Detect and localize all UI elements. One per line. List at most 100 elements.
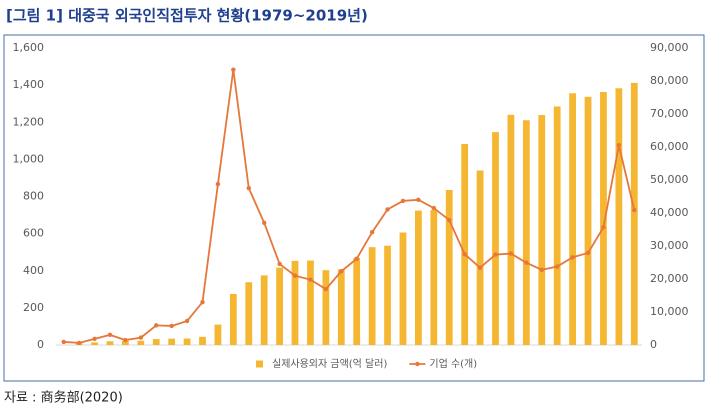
line-marker	[539, 267, 544, 273]
legend-label: 기업 수(개)	[429, 357, 477, 370]
bar	[368, 247, 376, 345]
line-marker	[308, 277, 313, 282]
y-tick-label: 200	[23, 301, 44, 314]
y-tick-label: 0	[37, 338, 44, 351]
line-marker	[400, 198, 406, 204]
line-marker	[385, 207, 390, 212]
bar	[229, 293, 237, 345]
y-tick-label: 1,400	[13, 78, 45, 91]
bar	[615, 88, 623, 345]
bar	[307, 260, 314, 345]
bar	[461, 143, 469, 345]
bar	[522, 120, 530, 345]
line-marker	[431, 205, 437, 211]
y-tick-label: 1,200	[13, 115, 45, 128]
line-marker	[200, 299, 205, 305]
bar	[183, 338, 191, 345]
line-marker	[570, 255, 575, 260]
line-marker	[585, 250, 591, 256]
legend-label: 실제사용외자 금액(억 달러)	[272, 358, 387, 370]
line-marker	[261, 220, 267, 226]
source-note: 자료 : 商务部(2020)	[4, 390, 123, 406]
y2-tick-label: 50,000	[650, 173, 689, 186]
y-tick-label: 600	[23, 227, 44, 240]
y2-tick-label: 30,000	[650, 239, 689, 252]
line-marker	[354, 256, 359, 261]
bar	[430, 210, 438, 345]
bar	[276, 267, 283, 345]
y2-tick-label: 20,000	[650, 272, 689, 285]
line-marker	[246, 185, 251, 191]
bar	[214, 324, 222, 345]
line-marker	[107, 332, 113, 338]
y2-tick-label: 90,000	[650, 41, 689, 54]
line-marker	[61, 339, 66, 345]
line-marker	[184, 318, 190, 324]
line-marker	[462, 252, 467, 257]
line-marker	[76, 340, 82, 346]
bar	[384, 245, 391, 345]
y-tick-label: 800	[23, 190, 44, 203]
y2-tick-label: 10,000	[650, 305, 689, 318]
bar	[137, 340, 145, 345]
bar	[507, 114, 515, 345]
line-marker	[369, 230, 375, 235]
bar	[291, 260, 299, 345]
y2-tick-label: 60,000	[650, 140, 689, 153]
line-marker	[632, 207, 637, 213]
bar	[399, 232, 407, 345]
legend-swatch-marker	[415, 361, 420, 367]
line-marker	[554, 264, 560, 269]
line-marker	[416, 197, 421, 202]
line-marker	[292, 273, 298, 278]
bar	[245, 282, 253, 345]
bar	[538, 115, 546, 346]
bar	[569, 93, 576, 345]
bar	[492, 132, 499, 345]
bar	[415, 210, 422, 345]
bar	[168, 338, 176, 345]
line-marker	[493, 252, 498, 257]
line-marker	[215, 181, 221, 187]
bar	[91, 342, 98, 345]
bar	[600, 91, 607, 345]
y2-tick-label: 0	[650, 338, 657, 351]
y-tick-label: 400	[23, 264, 44, 277]
bar	[337, 269, 345, 345]
bar	[260, 275, 268, 345]
bar	[152, 339, 160, 345]
y-tick-label: 1,000	[13, 152, 45, 165]
y2-tick-label: 80,000	[650, 74, 689, 87]
line-marker	[138, 335, 144, 340]
y-tick-label: 1,600	[13, 41, 45, 54]
line-marker	[616, 143, 622, 148]
line-marker	[277, 261, 282, 267]
bar	[322, 270, 330, 345]
line-marker	[154, 323, 159, 328]
line-marker	[323, 286, 329, 292]
bar	[106, 341, 114, 345]
line-marker	[123, 337, 128, 343]
chart-title: [그림 1] 대중국 외국인직접투자 현황(1979~2019년)	[6, 7, 368, 25]
bar	[122, 340, 129, 345]
chart-frame	[3, 34, 705, 382]
bar	[476, 170, 484, 345]
line	[63, 69, 636, 344]
bar	[353, 257, 361, 345]
line-marker	[524, 260, 529, 265]
y2-tick-label: 40,000	[650, 206, 689, 219]
line-marker	[92, 336, 97, 342]
line-marker	[339, 269, 344, 274]
bar	[630, 82, 638, 346]
line-marker	[447, 217, 452, 223]
line-marker	[477, 265, 483, 270]
line-marker	[508, 251, 514, 256]
line-marker	[231, 67, 236, 72]
bar	[584, 96, 592, 346]
bar	[445, 190, 453, 345]
y2-tick-label: 70,000	[650, 107, 689, 120]
line-marker	[169, 323, 174, 329]
bar	[199, 336, 206, 345]
line-marker	[601, 225, 606, 230]
